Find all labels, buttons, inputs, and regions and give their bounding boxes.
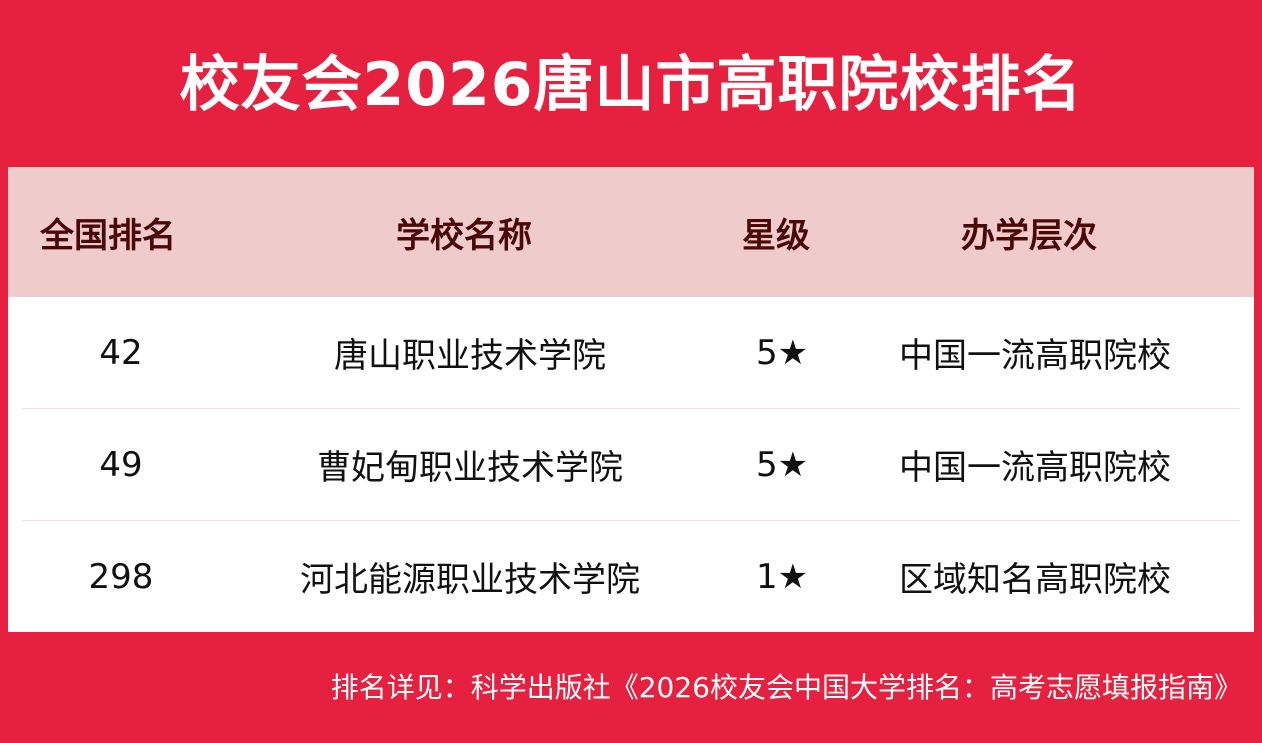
rank-cell: 49 [99,444,143,485]
rank-cell: 42 [99,332,143,373]
school-name-cell: 曹妃甸职业技术学院 [317,448,623,488]
school-name-cell: 河北能源职业技术学院 [300,560,640,600]
level-cell: 中国一流高职院校 [899,336,1171,376]
level-cell: 区域知名高职院校 [899,560,1171,600]
level-cell: 中国一流高职院校 [899,448,1171,488]
header-school-name: 学校名称 [396,215,532,256]
header-rank: 全国排名 [40,215,176,256]
table-row: 298 河北能源职业技术学院 1★ 区域知名高职院校 [22,521,1240,632]
ranking-table: 全国排名 学校名称 星级 办学层次 42 唐山职业技术学院 5★ 中国一流高职院… [8,167,1254,632]
header-level: 办学层次 [961,215,1097,256]
table-row: 42 唐山职业技术学院 5★ 中国一流高职院校 [22,297,1240,409]
source-note: 排名详见：科学出版社《2026校友会中国大学排名：高考志愿填报指南》 [330,671,1242,704]
header-stars: 星级 [742,215,810,256]
stars-cell: 5★ [755,332,809,373]
stars-cell: 5★ [755,444,809,485]
table-header: 全国排名 学校名称 星级 办学层次 [8,167,1254,297]
page-title: 校友会2026唐山市高职院校排名 [179,50,1083,120]
table-row: 49 曹妃甸职业技术学院 5★ 中国一流高职院校 [22,409,1240,521]
school-name-cell: 唐山职业技术学院 [334,336,606,376]
rank-cell: 298 [88,556,154,597]
stars-cell: 1★ [755,556,809,597]
